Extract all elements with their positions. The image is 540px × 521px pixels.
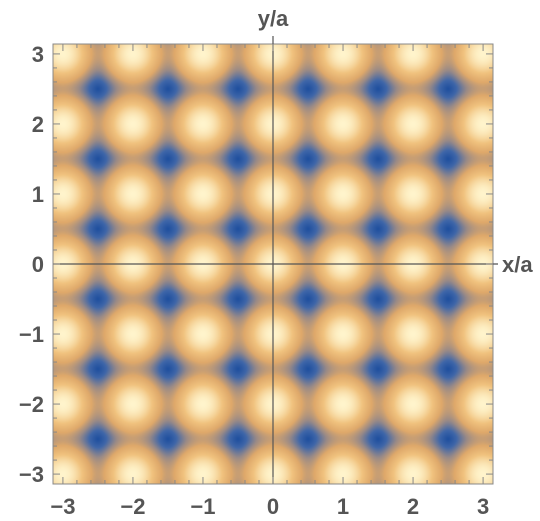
y-tick-label: −3 — [19, 462, 44, 487]
x-tick-label: 3 — [477, 494, 489, 519]
y-tick-label: −2 — [19, 392, 44, 417]
y-tick-label: 3 — [32, 42, 44, 67]
x-tick-label: 0 — [267, 494, 279, 519]
y-tick-label: −1 — [19, 322, 44, 347]
y-tick-label: 0 — [32, 252, 44, 277]
y-tick-label: 2 — [32, 112, 44, 137]
ticks-layer: −3 −2 −1 0 1 2 3 −3 −2 −1 0 1 2 3 — [19, 42, 493, 519]
y-axis-label: y/a — [258, 6, 289, 31]
x-tick-label: −1 — [190, 494, 215, 519]
x-tick-label: −2 — [120, 494, 145, 519]
x-tick-label: −3 — [50, 494, 75, 519]
y-tick-label: 1 — [32, 182, 44, 207]
x-axis-label: x/a — [502, 252, 533, 277]
x-tick-label: 2 — [407, 494, 419, 519]
x-tick-label: 1 — [337, 494, 349, 519]
